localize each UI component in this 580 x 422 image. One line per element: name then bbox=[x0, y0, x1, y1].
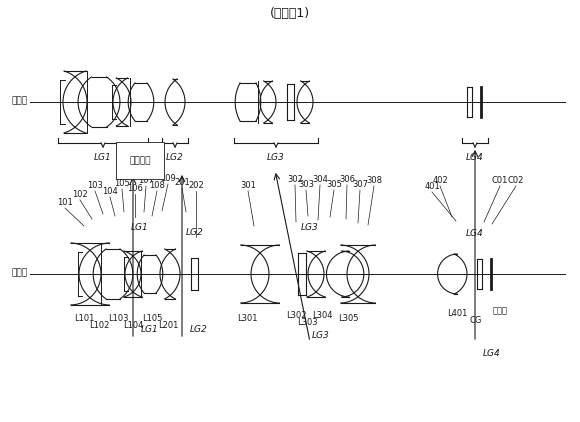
Text: L102: L102 bbox=[89, 321, 109, 330]
Text: LG3: LG3 bbox=[312, 332, 330, 341]
Text: L103: L103 bbox=[108, 314, 128, 323]
Text: L302: L302 bbox=[286, 311, 306, 320]
Text: 307: 307 bbox=[352, 180, 368, 189]
Text: 109: 109 bbox=[160, 174, 176, 183]
Text: LG3: LG3 bbox=[267, 153, 285, 162]
Text: 304: 304 bbox=[312, 175, 328, 184]
Text: 401: 401 bbox=[424, 182, 440, 191]
Text: 102: 102 bbox=[72, 190, 88, 199]
Text: 308: 308 bbox=[366, 176, 382, 185]
Text: (实施例1): (实施例1) bbox=[270, 7, 310, 20]
Text: LG4: LG4 bbox=[466, 229, 484, 238]
Text: 101: 101 bbox=[57, 198, 73, 207]
Text: 302: 302 bbox=[287, 175, 303, 184]
Text: CG: CG bbox=[470, 316, 482, 325]
Text: L201: L201 bbox=[158, 321, 178, 330]
Text: L304: L304 bbox=[312, 311, 332, 320]
Text: 107: 107 bbox=[138, 176, 154, 185]
Text: L105: L105 bbox=[142, 314, 162, 323]
Text: LG2: LG2 bbox=[190, 325, 208, 333]
Text: LG4: LG4 bbox=[466, 153, 484, 162]
Text: LG1: LG1 bbox=[141, 325, 159, 333]
Text: 106: 106 bbox=[127, 184, 143, 193]
Text: LG2: LG2 bbox=[166, 153, 184, 162]
Text: LG1: LG1 bbox=[94, 153, 112, 162]
Text: LG1: LG1 bbox=[131, 223, 149, 232]
Text: 广角端: 广角端 bbox=[12, 268, 28, 278]
Text: L301: L301 bbox=[237, 314, 258, 323]
Text: 105: 105 bbox=[114, 179, 130, 188]
Text: L303: L303 bbox=[297, 318, 317, 327]
Text: LG2: LG2 bbox=[186, 228, 204, 237]
Text: L305: L305 bbox=[338, 314, 358, 323]
Text: 303: 303 bbox=[298, 180, 314, 189]
Text: 103: 103 bbox=[87, 181, 103, 190]
Text: 301: 301 bbox=[240, 181, 256, 190]
Text: 306: 306 bbox=[339, 175, 355, 184]
Text: L104: L104 bbox=[123, 321, 143, 330]
Text: 305: 305 bbox=[326, 180, 342, 189]
Text: 108: 108 bbox=[149, 181, 165, 190]
Text: L401: L401 bbox=[447, 309, 467, 318]
Text: 长焦端: 长焦端 bbox=[12, 97, 28, 106]
Text: LG4: LG4 bbox=[483, 349, 501, 359]
Text: C01: C01 bbox=[492, 176, 508, 185]
Text: 像平面: 像平面 bbox=[493, 306, 508, 315]
Text: LG3: LG3 bbox=[301, 223, 319, 232]
Text: 104: 104 bbox=[102, 187, 118, 196]
Text: 402: 402 bbox=[432, 176, 448, 185]
Text: C02: C02 bbox=[508, 176, 524, 185]
Text: L101: L101 bbox=[74, 314, 94, 323]
Text: 201: 201 bbox=[174, 178, 190, 187]
Text: 202: 202 bbox=[188, 181, 204, 190]
Text: 聚焦操作: 聚焦操作 bbox=[129, 156, 151, 165]
